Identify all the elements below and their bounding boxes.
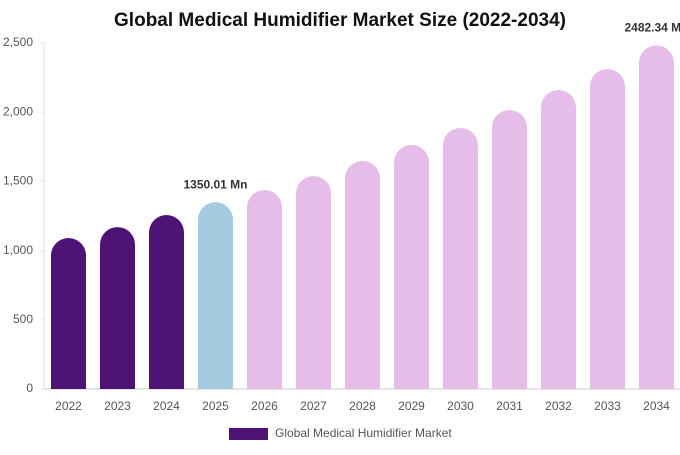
bar [51,238,86,389]
chart-title: Global Medical Humidifier Market Size (2… [114,10,566,31]
x-tick-label: 2033 [594,399,621,413]
x-tick-label: 2030 [447,399,474,413]
bar [296,176,331,389]
bar [247,189,282,389]
bar [149,215,184,389]
y-tick-label: 1,500 [3,174,33,188]
legend-label: Global Medical Humidifier Market [275,426,452,440]
x-tick-label: 2027 [300,399,327,413]
x-tick-label: 2028 [349,399,376,413]
x-tick-label: 2034 [643,399,670,413]
y-tick-label: 2,000 [3,104,33,118]
bar [492,109,527,390]
value-label: 1350.01 Mn [183,177,247,191]
bar [541,90,576,389]
legend-swatch [229,428,268,440]
x-tick-label: 2032 [545,399,572,413]
value-label: 2482.34 Mn [624,21,680,35]
x-tick-label: 2025 [202,399,229,413]
x-tick-label: 2026 [251,399,278,413]
bar [639,45,674,389]
x-tick-label: 2022 [55,399,82,413]
y-tick-label: 0 [26,381,33,395]
y-tick-label: 1,000 [3,243,33,257]
x-tick-label: 2023 [104,399,131,413]
y-tick-label: 500 [13,312,33,326]
bar [394,145,429,389]
bar [100,227,135,389]
y-tick-label: 2,500 [3,35,33,49]
x-tick-label: 2024 [153,399,180,413]
x-tick-label: 2029 [398,399,425,413]
bar [198,202,233,389]
bar [345,161,380,389]
x-tick-label: 2031 [496,399,523,413]
bar [443,127,478,389]
bar [590,69,625,390]
